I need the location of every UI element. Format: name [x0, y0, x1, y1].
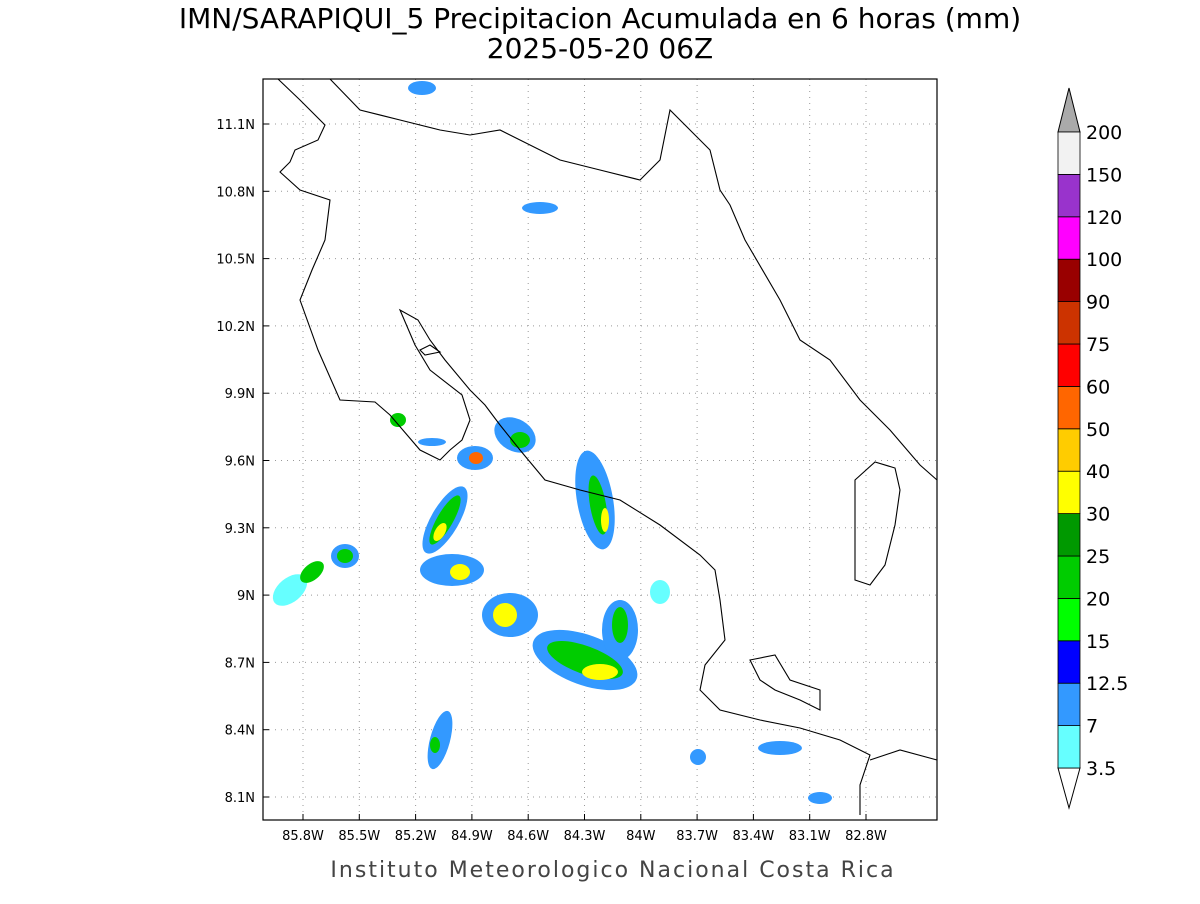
footer: Instituto Meteorologico Nacional Costa R…	[330, 858, 895, 883]
colorbar-over	[1057, 87, 1081, 133]
colorbar-segment	[1057, 682, 1081, 727]
colorbar-label: 20	[1086, 588, 1110, 610]
precipitation	[272, 81, 832, 804]
rain-area	[418, 438, 446, 446]
subtitle: 2025-05-20 06Z	[487, 32, 713, 65]
rain-area	[337, 549, 353, 563]
x-tick-label: 85.5W	[338, 829, 380, 844]
colorbar-label: 50	[1086, 419, 1110, 441]
colorbar-segment	[1057, 343, 1081, 387]
colorbar-segment	[1057, 640, 1081, 684]
colorbar-segment	[1057, 258, 1081, 303]
y-tick-label: 8.1N	[225, 791, 255, 806]
colorbar-label: 25	[1086, 546, 1110, 568]
colorbar-segment	[1057, 555, 1081, 599]
colorbar-segment	[1057, 216, 1081, 260]
grid	[263, 79, 937, 820]
coast-line	[749, 654, 821, 711]
x-tick-label: 84W	[626, 829, 656, 844]
axis-labels: 85.8W 85.5W 85.2W 84.9W 84.6W 84.3W 84W 83.7W 83…	[216, 118, 887, 844]
colorbar-label: 40	[1086, 461, 1110, 483]
colorbar-label: 3.5	[1086, 758, 1116, 780]
y-tick-label: 10.2N	[216, 320, 255, 335]
rain-area	[390, 413, 406, 427]
y-tick-label: 8.4N	[225, 724, 255, 739]
rain-area	[582, 664, 618, 680]
rain-area	[469, 452, 483, 464]
x-tick-label: 85.2W	[395, 829, 437, 844]
colorbar-label: 30	[1086, 504, 1110, 526]
map-frame	[262, 78, 938, 821]
x-tick-label: 83.7W	[676, 829, 718, 844]
coastline	[277, 78, 938, 815]
coast-line	[869, 749, 938, 761]
x-tick-label: 85.8W	[282, 829, 324, 844]
colorbar-segment	[1057, 428, 1081, 472]
rain-area	[450, 564, 470, 580]
x-tick-label: 82.8W	[845, 829, 887, 844]
rain-area	[433, 522, 447, 542]
x-tick-label: 83.4W	[732, 829, 774, 844]
colorbar-label: 200	[1086, 122, 1122, 144]
lake	[419, 344, 442, 356]
rain-area	[510, 432, 530, 448]
rain-area	[408, 81, 436, 95]
rain-area	[430, 737, 440, 753]
y-tick-label: 11.1N	[216, 118, 255, 133]
colorbar: 3.5 7 12.5 15 20 25 30 40 50 60 75 90 100 120 150 200	[1057, 87, 1128, 810]
rain-area	[272, 574, 308, 606]
coast-line	[329, 78, 938, 481]
y-tick-label: 9N	[237, 589, 255, 604]
y-tick-label: 9.3N	[225, 522, 255, 537]
colorbar-label: 90	[1086, 292, 1110, 314]
colorbar-segment	[1057, 513, 1081, 557]
colorbar-label: 75	[1086, 334, 1110, 356]
rain-area	[612, 607, 628, 643]
x-tick-label: 84.9W	[451, 829, 493, 844]
y-tick-label: 9.6N	[225, 455, 255, 470]
colorbar-label: 60	[1086, 376, 1110, 398]
colorbar-label: 7	[1086, 716, 1098, 738]
rain-area	[690, 749, 706, 765]
y-tick-label: 8.7N	[225, 656, 255, 671]
colorbar-under	[1057, 767, 1081, 810]
x-tick-label: 84.6W	[507, 829, 549, 844]
colorbar-label: 12.5	[1086, 673, 1128, 695]
rain-area	[758, 741, 802, 755]
rain-area	[808, 792, 832, 804]
x-tick-label: 84.3W	[564, 829, 606, 844]
colorbar-label: 100	[1086, 249, 1122, 271]
colorbar-segment	[1057, 131, 1081, 175]
y-tick-label: 9.9N	[225, 387, 255, 402]
rain-area	[601, 508, 609, 532]
rain-area	[650, 580, 670, 604]
rain-area	[493, 603, 517, 627]
colorbar-label: 120	[1086, 207, 1122, 229]
colorbar-segment	[1057, 301, 1081, 345]
y-tick-label: 10.8N	[216, 185, 255, 200]
rain-area	[427, 710, 453, 770]
colorbar-segment	[1057, 173, 1081, 218]
colorbar-label: 150	[1086, 164, 1122, 186]
colorbar-segment	[1057, 598, 1081, 642]
colorbar-segment	[1057, 470, 1081, 515]
title: IMN/SARAPIQUI_5 Precipitacion Acumulada …	[179, 2, 1021, 35]
colorbar-segment	[1057, 725, 1081, 769]
coast-line	[277, 78, 871, 815]
y-tick-label: 10.5N	[216, 253, 255, 268]
x-tick-label: 83.1W	[789, 829, 831, 844]
rain-area	[522, 202, 558, 214]
border-line	[854, 461, 901, 586]
colorbar-label: 15	[1086, 631, 1110, 653]
rain-area	[300, 561, 324, 583]
colorbar-segment	[1057, 385, 1081, 430]
